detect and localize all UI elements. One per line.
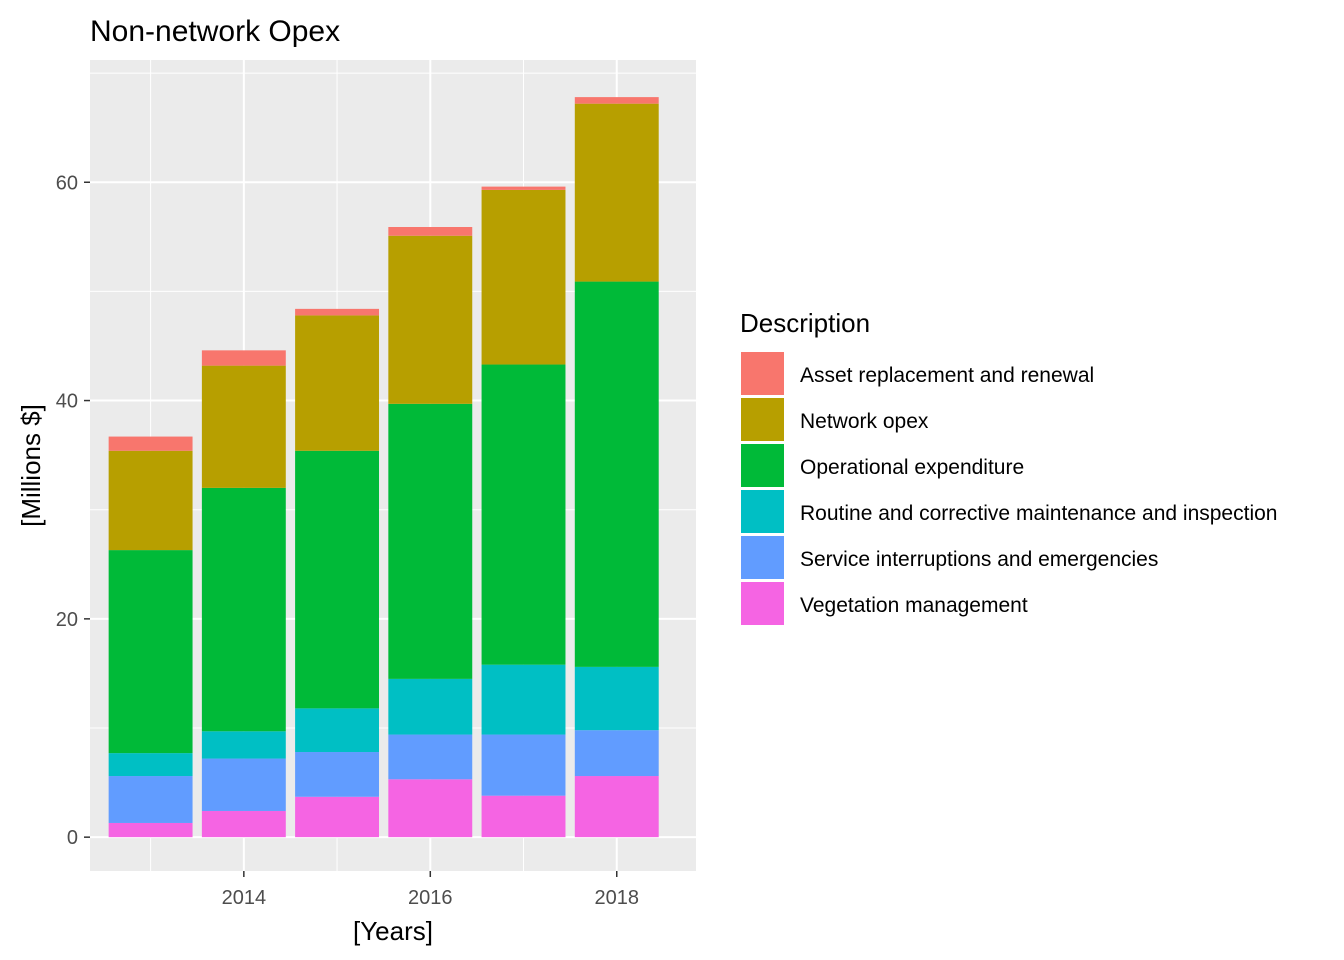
- legend-item: Service interruptions and emergencies: [741, 536, 1158, 579]
- bar-segment: [388, 227, 473, 236]
- bar-segment: [388, 678, 473, 735]
- legend-label: Routine and corrective maintenance and i…: [800, 502, 1277, 525]
- bar-segment: [295, 752, 380, 797]
- chart-title: Non-network Opex: [90, 15, 340, 48]
- legend-item: Vegetation management: [741, 582, 1028, 625]
- y-tick-label: 60: [56, 172, 78, 194]
- bar-segment: [108, 450, 193, 551]
- bar-segment: [481, 186, 566, 190]
- bar-segment: [574, 666, 659, 731]
- legend-swatch: [741, 582, 784, 625]
- legend-swatch: [741, 444, 784, 487]
- legend-label: Operational expenditure: [800, 456, 1024, 479]
- legend-item: Network opex: [741, 398, 929, 441]
- legend-swatch: [741, 352, 784, 395]
- bar-stack-2018: [574, 97, 659, 838]
- legend-label: Vegetation management: [800, 594, 1028, 617]
- bar-segment: [388, 403, 473, 679]
- bar-segment: [481, 664, 566, 735]
- bar-stack-2015: [295, 308, 380, 838]
- x-tick-label: 2016: [408, 887, 453, 909]
- bar-layer: [108, 97, 659, 838]
- bar-segment: [574, 103, 659, 282]
- bar-segment: [481, 734, 566, 796]
- bar-segment: [108, 822, 193, 838]
- y-tick-label: 20: [56, 609, 78, 631]
- bar-stack-2014: [201, 350, 286, 838]
- bar-segment: [201, 731, 286, 759]
- x-axis-title: [Years]: [353, 916, 433, 946]
- bar-segment: [295, 315, 380, 451]
- bar-segment: [295, 308, 380, 316]
- bar-segment: [388, 779, 473, 838]
- legend-swatch: [741, 398, 784, 441]
- legend-label: Asset replacement and renewal: [800, 364, 1094, 387]
- bar-segment: [388, 734, 473, 780]
- bar-segment: [295, 450, 380, 709]
- bar-segment: [201, 350, 286, 366]
- bar-segment: [574, 776, 659, 838]
- bar-segment: [201, 810, 286, 838]
- legend-swatch: [741, 490, 784, 533]
- legend-item: Operational expenditure: [741, 444, 1024, 487]
- bar-stack-2017: [481, 186, 566, 838]
- bar-segment: [108, 436, 193, 451]
- y-axis-title: [Millions $]: [16, 404, 46, 527]
- bar-segment: [295, 708, 380, 753]
- bar-segment: [108, 776, 193, 823]
- y-axis: 0 20 40 60: [56, 172, 90, 849]
- x-tick-label: 2018: [595, 887, 640, 909]
- bar-segment: [201, 487, 286, 732]
- y-tick-label: 0: [67, 827, 78, 849]
- bar-segment: [388, 235, 473, 404]
- legend-items: Asset replacement and renewal Network ope…: [741, 352, 1277, 625]
- legend-swatch: [741, 536, 784, 579]
- bar-segment: [108, 753, 193, 777]
- bar-segment: [574, 730, 659, 777]
- bar-segment: [108, 550, 193, 754]
- bar-segment: [295, 796, 380, 838]
- bar-stack-2013: [108, 436, 193, 838]
- y-tick-label: 40: [56, 391, 78, 413]
- bar-stack-2016: [388, 227, 473, 838]
- legend: Description Asset replacement and renewa…: [740, 308, 1277, 625]
- bar-segment: [574, 281, 659, 667]
- legend-item: Asset replacement and renewal: [741, 352, 1094, 395]
- bar-segment: [481, 795, 566, 838]
- bar-segment: [574, 97, 659, 104]
- legend-item: Routine and corrective maintenance and i…: [741, 490, 1277, 533]
- bar-segment: [481, 189, 566, 365]
- legend-label: Network opex: [800, 410, 929, 433]
- bar-segment: [481, 364, 566, 665]
- x-tick-label: 2014: [222, 887, 267, 909]
- x-axis: 2014 2016 2018: [222, 871, 639, 909]
- bar-segment: [201, 758, 286, 811]
- legend-label: Service interruptions and emergencies: [800, 548, 1158, 571]
- legend-title: Description: [740, 308, 870, 338]
- bar-segment: [201, 365, 286, 488]
